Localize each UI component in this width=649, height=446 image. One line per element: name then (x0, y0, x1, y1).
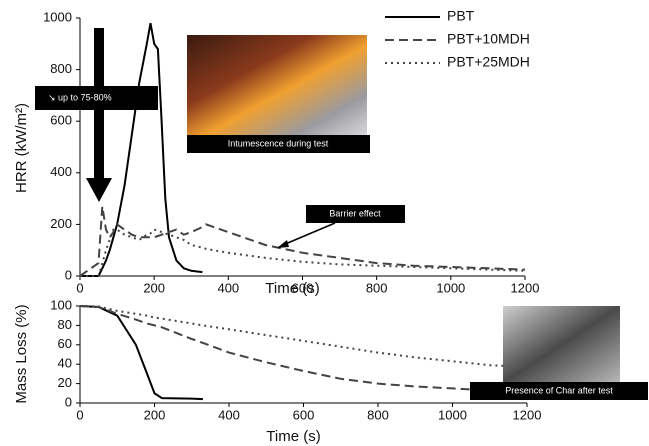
legend-label: PBT+10MDH (447, 31, 530, 47)
y-tick-label: 600 (50, 113, 72, 128)
hrr-chart: 0 200 400 600 800 1000 0 200 400 600 800 1000 1200 Ti… (13, 8, 539, 297)
y-tick-label: 60 (58, 336, 72, 351)
x-tick-label: 400 (218, 407, 240, 422)
x-tick-label: 400 (217, 280, 239, 295)
x-tick-label: 600 (293, 407, 315, 422)
x-tick-label: 800 (367, 407, 389, 422)
legend-label: PBT+25MDH (447, 54, 530, 70)
y-tick-label: 400 (50, 164, 72, 179)
annotation: ↘ up to 75-80% (48, 92, 112, 102)
y-tick-label: 800 (50, 61, 72, 76)
big-arrow-head (86, 178, 112, 202)
series-line (79, 305, 509, 368)
annotation-box (35, 86, 158, 110)
x-axis-label: Time (s) (266, 428, 320, 445)
y-axis-label: Mass Loss (%) (13, 304, 30, 403)
series-line (79, 206, 526, 277)
annotation-box (470, 382, 648, 400)
legend-label: PBT (447, 8, 475, 24)
x-tick-label: 200 (144, 407, 166, 422)
photo-intumescence (187, 35, 367, 135)
x-axis-label: Time (s) (265, 280, 319, 297)
photo-char (503, 306, 620, 383)
annotation: Barrier effect (329, 208, 381, 218)
series-line (80, 23, 203, 277)
x-tick-label: 1200 (513, 407, 542, 422)
y-tick-label: 100 (50, 297, 72, 312)
x-tick-label: 1200 (511, 280, 540, 295)
series-line (79, 305, 203, 401)
annotation-arrow-head (277, 240, 289, 248)
x-tick-label: 200 (143, 280, 165, 295)
x-tick-label: 800 (366, 280, 388, 295)
annotation: Intumescence during test (228, 138, 329, 148)
x-tick-label: 600 (292, 280, 314, 295)
annotation: Presence of Char after test (505, 385, 613, 395)
annotation-box (187, 135, 370, 153)
x-tick-label: 1000 (436, 280, 465, 295)
annotation-box (306, 205, 405, 223)
x-tick-label: 1000 (438, 407, 467, 422)
y-tick-label: 20 (58, 375, 72, 390)
series-line (79, 305, 472, 391)
y-tick-label: 1000 (43, 9, 72, 24)
y-tick-label: 0 (65, 267, 72, 282)
series-line (80, 228, 526, 277)
y-tick-label: 0 (65, 394, 72, 409)
x-tick-label: 0 (76, 407, 83, 422)
y-axis-label: HRR (kW/m²) (13, 103, 30, 193)
y-tick-label: 80 (58, 317, 72, 332)
y-tick-label: 200 (50, 216, 72, 231)
annotation-arrow (282, 222, 336, 246)
y-tick-label: 40 (58, 356, 72, 371)
x-tick-label: 0 (76, 280, 83, 295)
